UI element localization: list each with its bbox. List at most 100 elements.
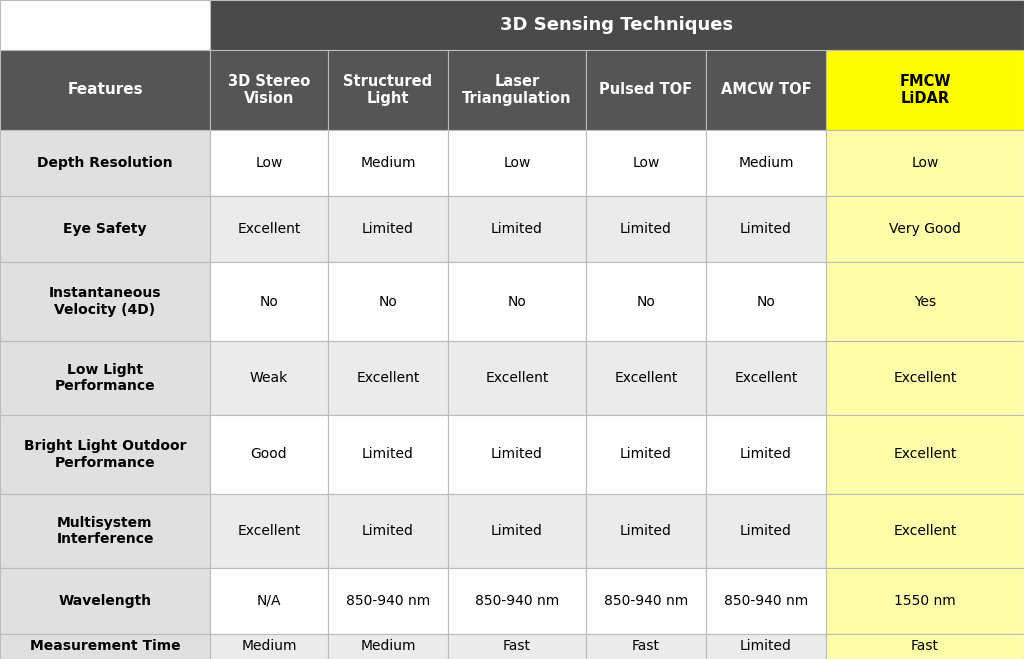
Text: Limited: Limited: [740, 639, 792, 654]
Text: Structured
Light: Structured Light: [343, 74, 432, 106]
Bar: [449, 415, 586, 494]
Bar: [706, 196, 826, 262]
Bar: [210, 262, 328, 341]
Text: Limited: Limited: [621, 222, 672, 236]
Bar: [586, 568, 706, 634]
Bar: [449, 568, 586, 634]
Bar: [210, 0, 1024, 50]
Text: Excellent: Excellent: [893, 447, 956, 461]
Bar: [328, 196, 449, 262]
Bar: [586, 130, 706, 196]
Bar: [328, 634, 449, 659]
Text: Measurement Time: Measurement Time: [30, 639, 180, 654]
Text: No: No: [757, 295, 775, 308]
Text: Excellent: Excellent: [238, 524, 301, 538]
Text: Medium: Medium: [242, 639, 297, 654]
Text: Good: Good: [251, 447, 288, 461]
Bar: [449, 196, 586, 262]
Text: No: No: [637, 295, 655, 308]
Bar: [0, 568, 210, 634]
Bar: [706, 341, 826, 415]
Text: 1550 nm: 1550 nm: [894, 594, 955, 608]
Bar: [706, 568, 826, 634]
Text: Excellent: Excellent: [238, 222, 301, 236]
Bar: [826, 341, 1024, 415]
Text: No: No: [259, 295, 279, 308]
Text: Low Light
Performance: Low Light Performance: [54, 363, 156, 393]
Bar: [0, 130, 210, 196]
Text: Limited: Limited: [492, 447, 543, 461]
Text: Excellent: Excellent: [893, 371, 956, 385]
Bar: [328, 130, 449, 196]
Text: Excellent: Excellent: [356, 371, 420, 385]
Bar: [328, 568, 449, 634]
Text: Laser
Triangulation: Laser Triangulation: [462, 74, 571, 106]
Bar: [449, 494, 586, 568]
Text: Instantaneous
Velocity (4D): Instantaneous Velocity (4D): [49, 287, 161, 316]
Text: AMCW TOF: AMCW TOF: [721, 82, 811, 98]
Text: 850-940 nm: 850-940 nm: [724, 594, 808, 608]
Text: Excellent: Excellent: [734, 371, 798, 385]
Bar: [210, 130, 328, 196]
Text: Limited: Limited: [740, 222, 792, 236]
Text: Limited: Limited: [740, 447, 792, 461]
Text: Limited: Limited: [362, 524, 414, 538]
Text: Limited: Limited: [362, 222, 414, 236]
Bar: [328, 262, 449, 341]
Bar: [449, 634, 586, 659]
Text: 3D Sensing Techniques: 3D Sensing Techniques: [501, 16, 733, 34]
Bar: [826, 50, 1024, 130]
Bar: [706, 262, 826, 341]
Bar: [449, 262, 586, 341]
Bar: [826, 634, 1024, 659]
Text: 3D Stereo
Vision: 3D Stereo Vision: [228, 74, 310, 106]
Bar: [328, 341, 449, 415]
Text: Wavelength: Wavelength: [58, 594, 152, 608]
Text: N/A: N/A: [257, 594, 282, 608]
Text: Very Good: Very Good: [889, 222, 961, 236]
Bar: [0, 50, 210, 130]
Text: Bright Light Outdoor
Performance: Bright Light Outdoor Performance: [24, 440, 186, 470]
Bar: [0, 494, 210, 568]
Bar: [826, 196, 1024, 262]
Text: No: No: [508, 295, 526, 308]
Bar: [449, 341, 586, 415]
Text: Limited: Limited: [362, 447, 414, 461]
Text: Fast: Fast: [503, 639, 531, 654]
Text: Depth Resolution: Depth Resolution: [37, 156, 173, 170]
Text: Medium: Medium: [738, 156, 794, 170]
Text: Fast: Fast: [911, 639, 939, 654]
Text: Low: Low: [255, 156, 283, 170]
Text: Features: Features: [68, 82, 142, 98]
Bar: [328, 50, 449, 130]
Text: Multisystem
Interference: Multisystem Interference: [56, 516, 154, 546]
Bar: [0, 262, 210, 341]
Bar: [586, 494, 706, 568]
Text: No: No: [379, 295, 397, 308]
Bar: [210, 341, 328, 415]
Bar: [449, 130, 586, 196]
Text: Medium: Medium: [360, 156, 416, 170]
Bar: [449, 50, 586, 130]
Bar: [826, 568, 1024, 634]
Text: Yes: Yes: [914, 295, 936, 308]
Text: Medium: Medium: [360, 639, 416, 654]
Bar: [586, 415, 706, 494]
Bar: [586, 50, 706, 130]
Bar: [0, 634, 210, 659]
Bar: [706, 494, 826, 568]
Text: FMCW
LiDAR: FMCW LiDAR: [899, 74, 950, 106]
Bar: [586, 196, 706, 262]
Text: Limited: Limited: [621, 447, 672, 461]
Text: Excellent: Excellent: [614, 371, 678, 385]
Bar: [328, 415, 449, 494]
Bar: [0, 341, 210, 415]
Bar: [0, 196, 210, 262]
Bar: [210, 568, 328, 634]
Text: 850-940 nm: 850-940 nm: [346, 594, 430, 608]
Text: Limited: Limited: [492, 222, 543, 236]
Bar: [210, 494, 328, 568]
Bar: [328, 494, 449, 568]
Bar: [706, 50, 826, 130]
Text: Low: Low: [632, 156, 659, 170]
